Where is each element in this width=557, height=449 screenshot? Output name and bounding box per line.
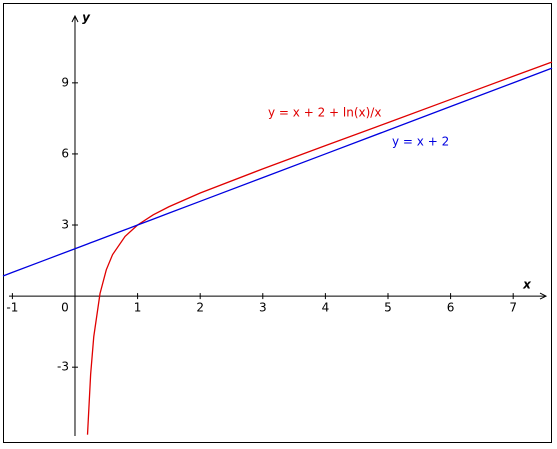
x-tick-label: 3: [259, 301, 267, 315]
x-tick-label: 6: [447, 301, 455, 315]
x-tick-label: 1: [134, 301, 142, 315]
series-label: y = x + 2 + ln(x)/x: [268, 106, 381, 120]
series-label: y = x + 2: [392, 135, 449, 149]
y-tick-label: 3: [61, 218, 69, 232]
x-tick-label: 2: [196, 301, 204, 315]
x-tick-label: -1: [6, 301, 18, 315]
x-tick-label: 5: [384, 301, 392, 315]
series-line: [2, 67, 553, 277]
plot-frame: [3, 3, 552, 443]
x-tick-label: 4: [322, 301, 330, 315]
y-tick-label: 9: [61, 75, 69, 89]
y-axis-arrow: [71, 14, 79, 23]
y-tick-label: -3: [57, 360, 69, 374]
x-axis-arrow: [539, 292, 548, 300]
y-axis-label: y: [82, 11, 91, 25]
y-tick-label: 6: [61, 146, 69, 160]
series-line: [86, 61, 553, 435]
x-tick-label: 7: [509, 301, 517, 315]
x-axis-label: x: [522, 278, 532, 292]
x-tick-label: 0: [61, 301, 69, 315]
